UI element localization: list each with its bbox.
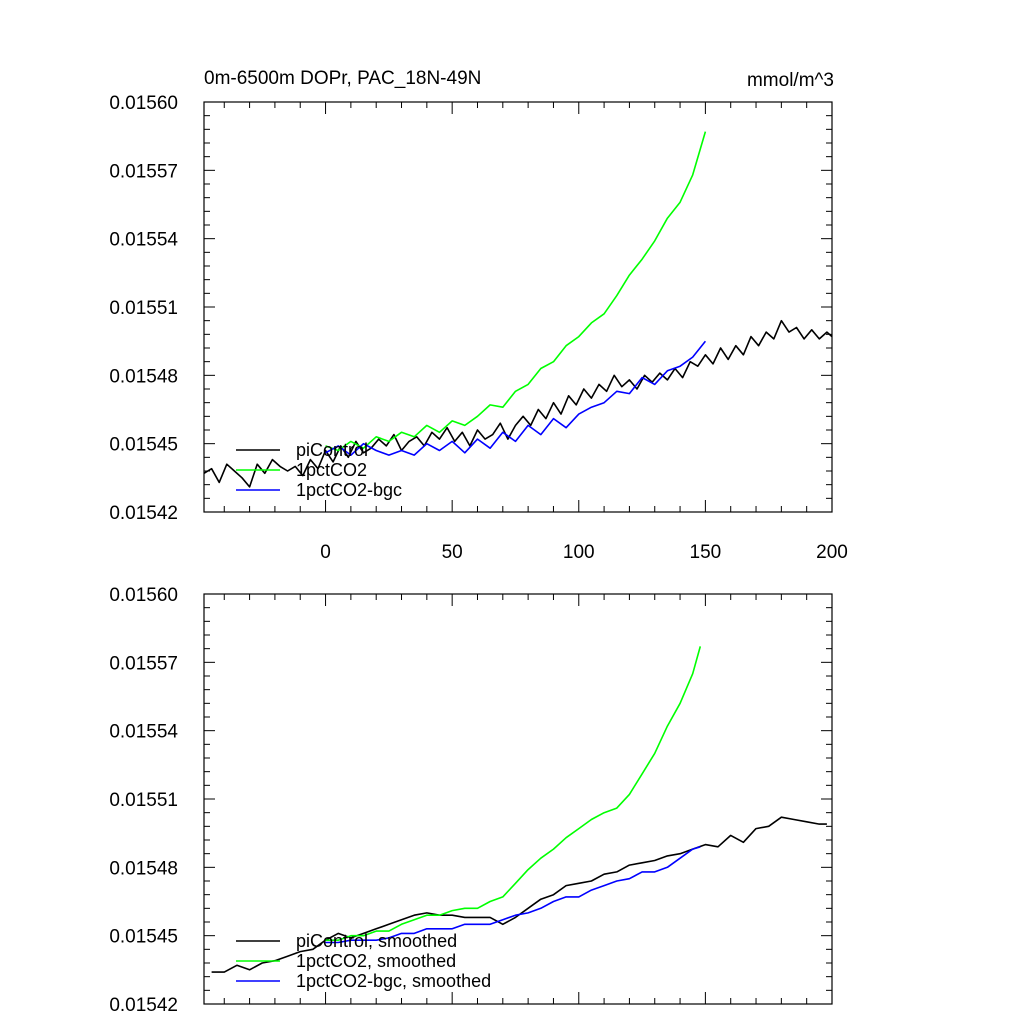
x-tick-label: 150	[690, 542, 722, 563]
x-tick-label: 100	[563, 542, 595, 563]
y-tick-label: 0.01554	[109, 230, 178, 251]
series-line-picontrol	[203, 319, 833, 488]
legend-label: 1pctCO2-bgc, smoothed	[296, 971, 491, 991]
series-line-1pctco2	[325, 131, 707, 452]
y-tick-label: 0.01545	[109, 927, 178, 948]
legend-label: piControl, smoothed	[296, 931, 457, 951]
y-tick-label: 0.01557	[109, 161, 178, 182]
y-tick-label: 0.01548	[109, 858, 178, 879]
legend-label: piControl	[296, 440, 368, 460]
top-panel: 0.01542 0.01545 0.01548 0.01551 0.01554 0.015…	[109, 93, 848, 563]
legend-label: 1pctCO2, smoothed	[296, 951, 456, 971]
y-tick-label: 0.01557	[109, 653, 178, 674]
panel-title: 0m-6500m DOPr, PAC_18N-49N	[204, 68, 481, 89]
series-line-1pctco2-bgc-smoothed	[325, 846, 701, 944]
series-line-1pctco2-smoothed	[325, 646, 702, 942]
y-tick-label: 0.01560	[109, 93, 178, 114]
legend-label: 1pctCO2	[296, 460, 367, 480]
y-tick-label: 0.01551	[109, 790, 178, 811]
y-tick-label: 0.01548	[109, 366, 178, 387]
x-tick-label: 50	[442, 542, 463, 563]
bottom-panel: 0.01542 0.01545 0.01548 0.01551 0.01554 0.015…	[109, 585, 833, 1016]
y-tick-label: 0.01542	[109, 503, 178, 524]
series-line-picontrol-smoothed	[211, 816, 827, 973]
y-tick-label: 0.01560	[109, 585, 178, 606]
y-tick-label: 0.01551	[109, 298, 178, 319]
series-line-1pctco2-bgc	[325, 340, 707, 456]
x-tick-label: 200	[816, 542, 848, 563]
y-tick-label: 0.01545	[109, 435, 178, 456]
legend-label: 1pctCO2-bgc	[296, 480, 402, 500]
y-tick-label: 0.01542	[109, 995, 178, 1016]
units-label: mmol/m^3	[747, 70, 834, 91]
x-tick-label: 0	[320, 542, 331, 563]
y-tick-label: 0.01554	[109, 722, 178, 743]
